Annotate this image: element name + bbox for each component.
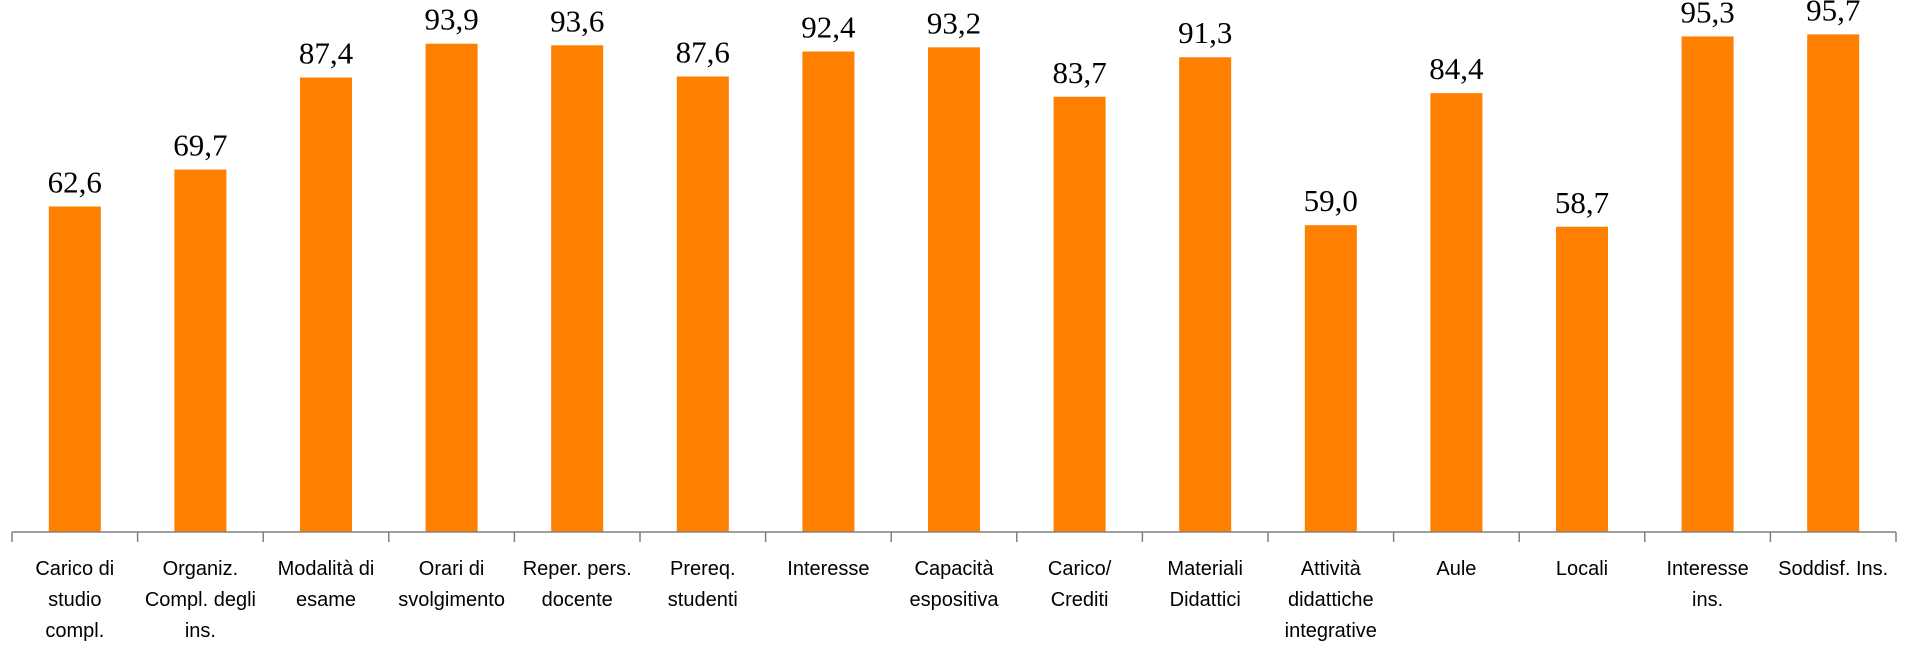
bar [676, 76, 729, 532]
category-label: Interesse [787, 558, 869, 580]
category-label: Attività didattiche integrative [1285, 558, 1377, 642]
bar [1807, 34, 1860, 533]
bar-value-label: 95,3 [1680, 0, 1734, 29]
bar-value-label: 69,7 [173, 128, 227, 163]
bar [1681, 36, 1734, 532]
bar [1053, 96, 1106, 532]
bar-value-label: 92,4 [801, 10, 856, 45]
bar-value-label: 58,7 [1555, 185, 1609, 220]
bar [1304, 225, 1357, 532]
category-label: Orari di svolgimento [398, 558, 505, 611]
category-label: Capacità espositiva [910, 558, 1000, 611]
category-label: Organiz. Compl. degli ins. [145, 558, 256, 642]
bar [1556, 226, 1608, 532]
x-axis-ticks [11, 532, 1897, 542]
category-label: Reper. pers. docente [523, 558, 632, 611]
bar [1179, 57, 1232, 533]
bar [48, 206, 101, 533]
bar-value-label: 93,2 [927, 5, 981, 40]
category-label: Materiali Didattici [1167, 558, 1243, 611]
bar-value-label: 83,7 [1052, 55, 1106, 90]
bar-value-label: 91,3 [1178, 15, 1232, 50]
category-label: Modalità di esame [278, 558, 375, 611]
value-labels-group: 62,6 69,7 87,4 93,9 93,6 87,6 92,4 93,2 83,7 91,3… [48, 0, 1861, 220]
bar-value-label: 84,4 [1429, 51, 1484, 86]
bar [300, 77, 352, 533]
category-label: Soddisf. Ins. [1778, 558, 1888, 580]
bar [1430, 93, 1483, 533]
category-label: Carico/Crediti [1048, 558, 1112, 611]
category-label: Locali [1556, 558, 1608, 580]
bar [551, 45, 604, 532]
bar-value-label: 93,6 [550, 3, 604, 38]
bar [174, 169, 227, 532]
category-label: Prereq. studenti [668, 558, 738, 611]
bars-group [48, 34, 1860, 533]
bar-value-label: 87,4 [299, 36, 354, 71]
bar-value-label: 59,0 [1304, 183, 1358, 218]
category-label: Carico di studio compl. [35, 558, 114, 642]
category-label: Interesse ins. [1666, 558, 1748, 611]
bar [425, 43, 478, 532]
bar [802, 51, 855, 533]
category-label: Aule [1436, 558, 1476, 580]
bar [928, 47, 980, 533]
bar-value-label: 62,6 [48, 164, 102, 199]
category-labels-group: Carico di studio compl. Organiz. Compl. degl… [35, 558, 1888, 642]
bar-value-label: 93,9 [424, 2, 478, 37]
bar-value-label: 87,6 [676, 34, 730, 69]
bar-value-label: 95,7 [1806, 0, 1860, 27]
